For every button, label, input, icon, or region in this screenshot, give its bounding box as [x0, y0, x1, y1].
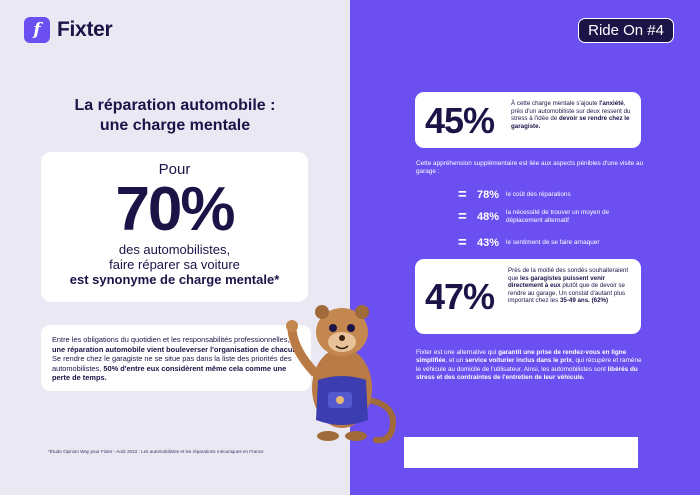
stat-47-text: Près de la moitié des sondés souhaiterai…: [508, 267, 636, 305]
stat-card-47: 47% Près de la moitié des sondés souhait…: [415, 259, 641, 334]
stat-47-text-2: plutôt que de devoir se rendre au garage…: [508, 282, 626, 305]
stat-47-bold-2: 35-49 ans. (62%): [559, 297, 609, 305]
stat-card-45: 45% À cette charge mentale s'ajoute l'an…: [415, 92, 641, 148]
stat-45-text: À cette charge mentale s'ajoute l'anxiét…: [511, 100, 637, 131]
stat-card-70: Pour 70% des automobilistes, faire répar…: [41, 152, 308, 302]
outro-text-2: , et un: [445, 357, 466, 365]
stat-47-text-1: Près de la moitié des sondés souhaiterai…: [508, 267, 629, 282]
bullet-pct: 48%: [477, 210, 500, 223]
fixter-logo[interactable]: f Fixter: [24, 17, 113, 43]
title-line-2: une charge mentale: [99, 117, 251, 134]
outro-bold-3: libérés du stress et des contraintes de …: [416, 365, 638, 382]
bullet-item: = 48% la nécessité de trouver un moyen d…: [458, 208, 636, 225]
outro-bold-1: garantit une prise de rendez-vous en lig…: [416, 349, 627, 365]
bullet-pct: 43%: [477, 236, 500, 249]
info-card: Entre les obligations du quotidien et le…: [41, 325, 311, 391]
stat-line-1: des automobilistes,: [118, 242, 231, 257]
outro-text-1: Fixter est une alternative qui: [416, 349, 499, 356]
bullet-desc: la nécessité de trouver un moyen de dépl…: [506, 208, 610, 224]
stat-line-3: est synonyme de charge mentale*: [69, 272, 280, 287]
stat-45-value: 45%: [425, 100, 495, 141]
outro-text: Fixter est une alternative qui garantit …: [416, 349, 644, 383]
stat-47-value: 47%: [425, 276, 495, 317]
blank-box: [404, 437, 638, 468]
page-title: La réparation automobile : une charge me…: [0, 96, 350, 136]
equals-icon: =: [458, 208, 467, 225]
info-bold-2: 50% d'entre eux considèrent même cela co…: [52, 363, 287, 383]
issue-badge: Ride On #4: [578, 18, 674, 43]
outro-text-3: , qui récupère et ramène le véhicule au …: [416, 357, 642, 373]
bullet-item: = 43% le sentiment de se faire arnaquer: [458, 234, 636, 251]
info-bold-1: une réparation automobile vient boulever…: [52, 344, 297, 354]
outro-bold-2: service voiturier inclus dans le prix: [465, 357, 572, 365]
stat-45-bold-2: devoir se rendre chez le garagiste.: [511, 115, 630, 131]
intro-text: Cette appréhension supplémentaire est li…: [416, 160, 644, 176]
stat-line-2: faire réparer sa voiture: [109, 257, 240, 272]
stat-pour: Pour: [158, 161, 191, 178]
stat-value: 70%: [115, 175, 235, 244]
stat-45-text-1: À cette charge mentale s'ajoute: [511, 100, 600, 107]
fixter-logo-icon: f: [24, 17, 50, 43]
stat-47-bold-1: les garagistes puissent venir directemen…: [508, 274, 605, 290]
mascot-illustration: [286, 305, 396, 444]
bullet-item: = 78% le coût des réparations: [458, 186, 636, 203]
title-line-1: La réparation automobile :: [74, 97, 276, 114]
right-panel: [350, 0, 700, 495]
info-text-1: Entre les obligations du quotidien et le…: [52, 335, 290, 344]
stat-45-bold-1: l'anxiété: [599, 100, 624, 107]
bullet-desc: le sentiment de se faire arnaquer: [506, 238, 600, 246]
equals-icon: =: [458, 234, 467, 251]
stat-45-text-2: , près d'un automobiliste sur deux resse…: [511, 100, 631, 123]
logo-text: Fixter: [57, 18, 113, 41]
footnote: *Étude Opinion Way pour Fixter - Août 20…: [48, 449, 264, 454]
bullet-pct: 78%: [477, 188, 500, 201]
equals-icon: =: [458, 186, 467, 203]
bullet-desc: le coût des réparations: [506, 190, 571, 198]
